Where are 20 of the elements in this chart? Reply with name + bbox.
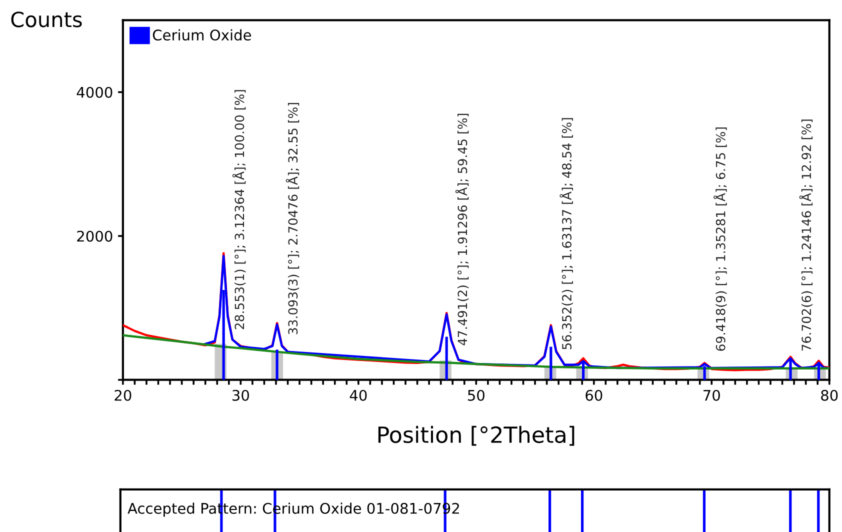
x-axis-title: Position [°2Theta] xyxy=(378,426,574,446)
y-axis-title: Counts xyxy=(11,12,82,28)
x-tick-label: 60 xyxy=(586,390,602,401)
x-tick-label: 30 xyxy=(232,390,249,401)
annotation: 56.352(2) [°]; 1.63137 [Å]; 48.54 [%] xyxy=(560,118,573,350)
x-tick-label: 80 xyxy=(821,390,838,401)
bar xyxy=(550,346,552,380)
bar xyxy=(276,350,278,380)
x-tick-label: 40 xyxy=(350,390,367,401)
x-tick-label: 50 xyxy=(468,390,484,401)
legend-label: Cerium Oxide xyxy=(152,29,251,41)
annotation: 47.491(2) [°]; 1.91296 [Å]; 59.45 [%] xyxy=(455,114,469,346)
x-tick-label: 20 xyxy=(114,390,132,401)
annotation: 28.553(1) [°]; 3.12364 [Å]; 100.00 [%] xyxy=(232,90,246,330)
annotation: 76.702(6) [°]; 1.24146 [Å]; 12.92 [%] xyxy=(799,120,813,351)
y-tick-label: 2000 xyxy=(77,230,112,242)
y-tick-label: 4000 xyxy=(76,86,112,98)
x-tick-label: 70 xyxy=(704,390,720,401)
annotation: 33.093(3) [°]; 2.70476 [Å]; 32.55 [%] xyxy=(286,103,300,334)
annotation: 69.418(9) [°]; 1.35281 [Å]; 6.75 [%] xyxy=(714,128,727,351)
